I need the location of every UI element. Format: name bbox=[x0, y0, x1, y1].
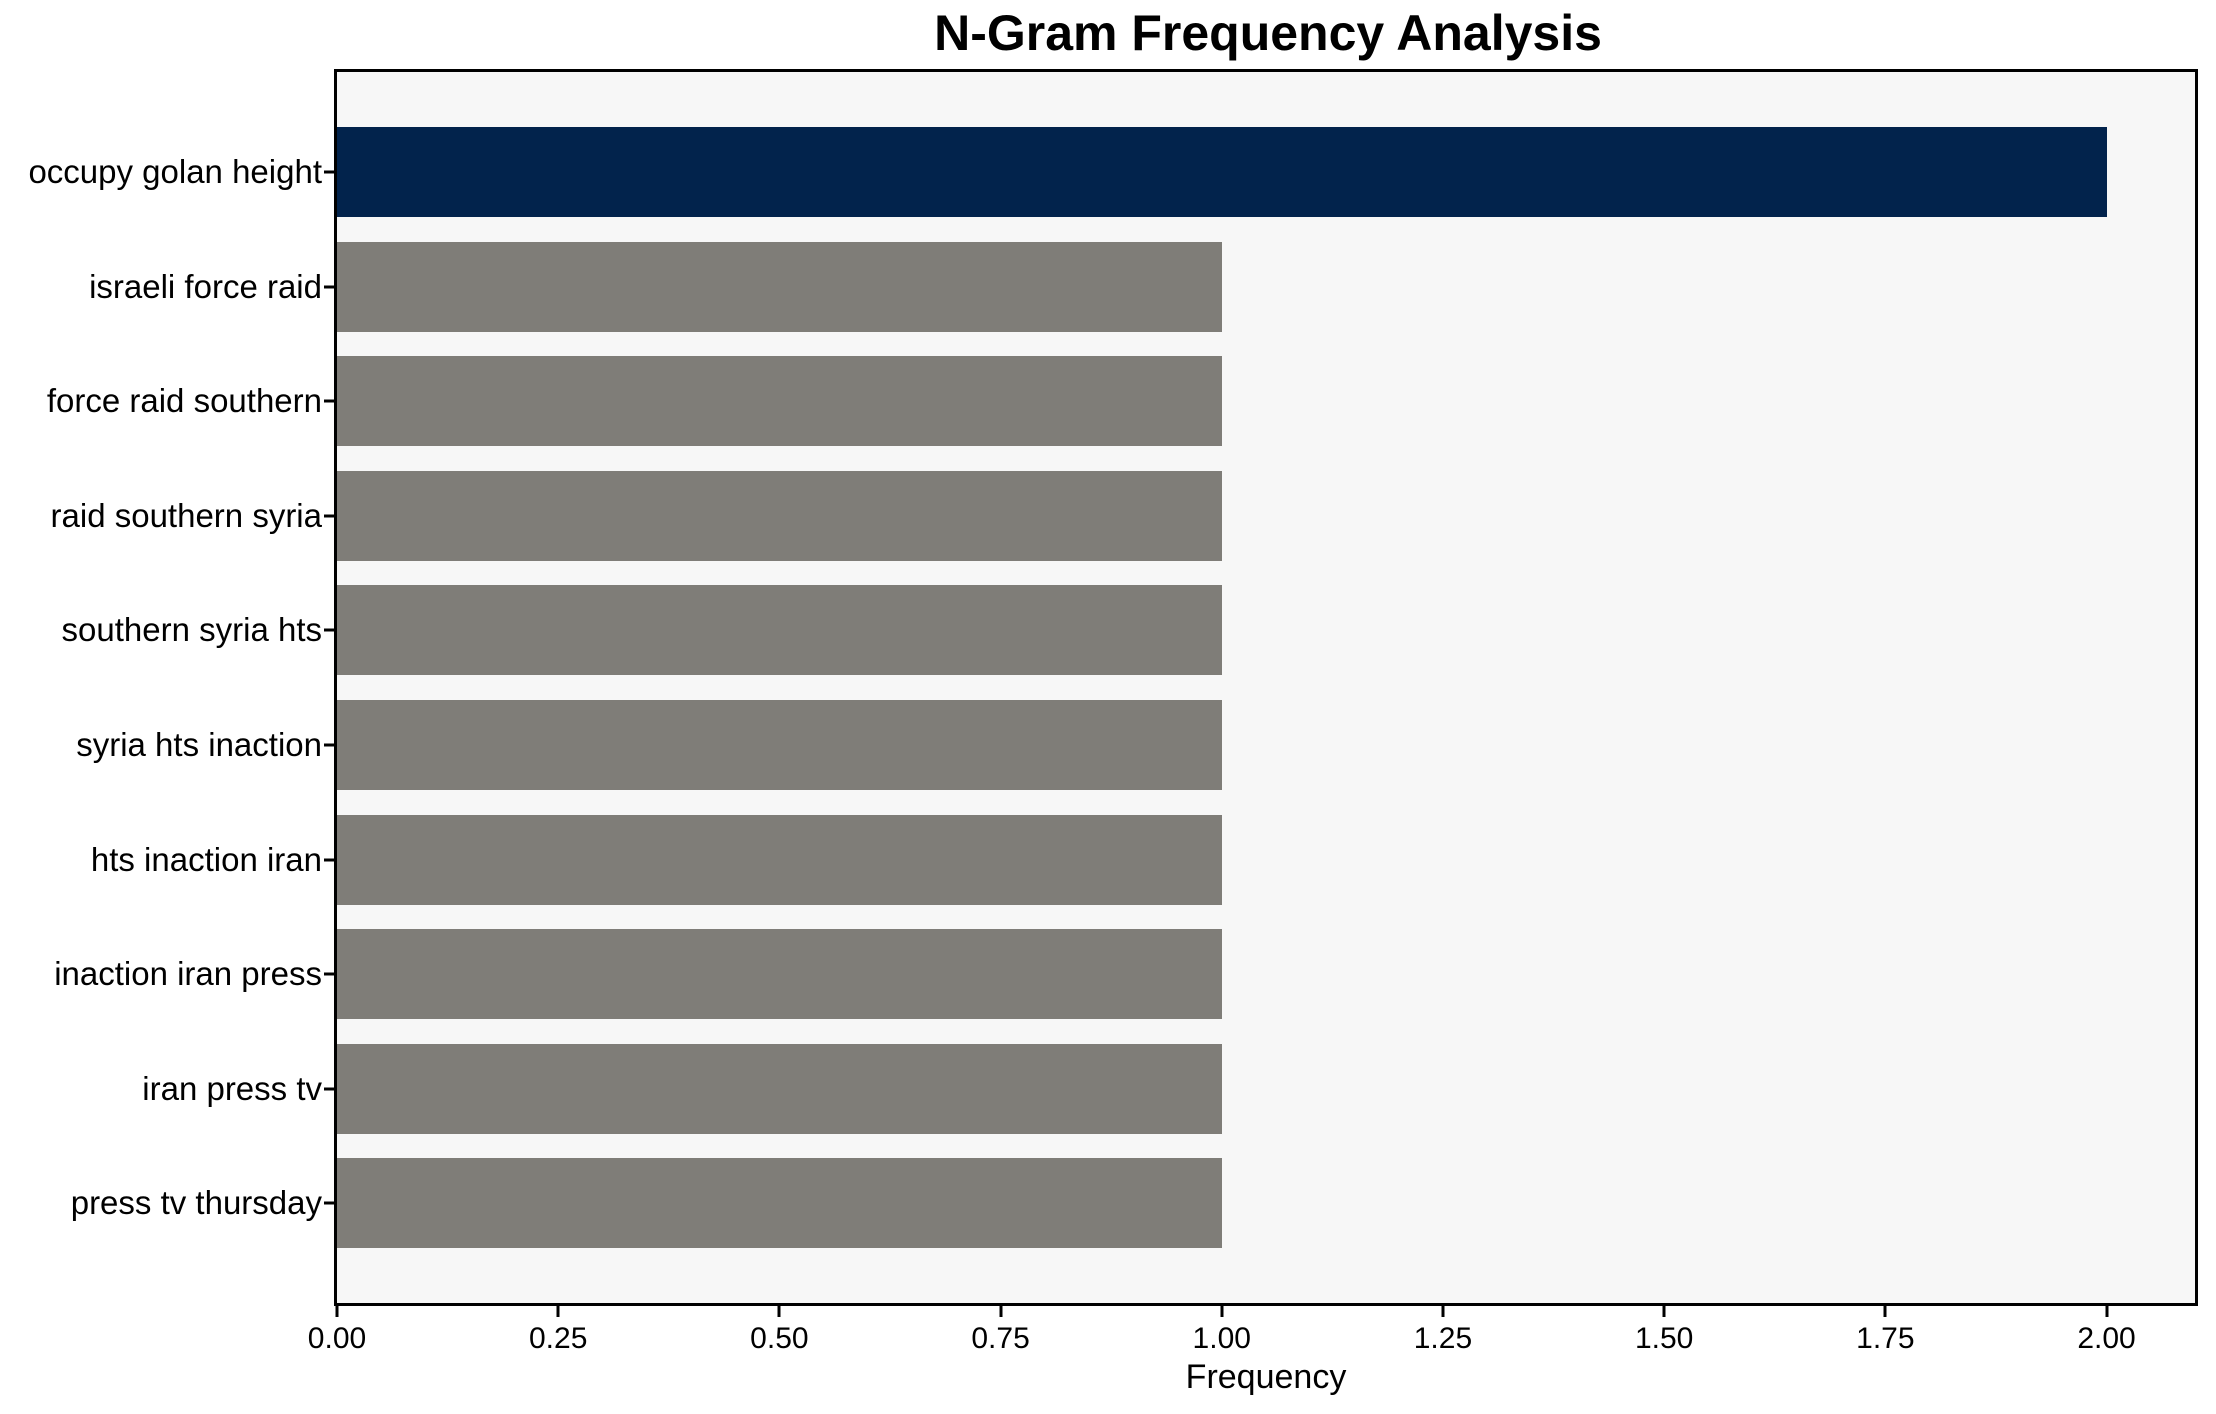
y-tick-mark bbox=[324, 399, 334, 403]
x-tick-mark bbox=[1662, 1306, 1666, 1317]
x-tick-mark bbox=[999, 1306, 1003, 1317]
bar bbox=[337, 241, 1222, 332]
y-tick-mark bbox=[324, 285, 334, 289]
bar bbox=[337, 929, 1222, 1020]
bar bbox=[337, 356, 1222, 447]
y-tick-label: press tv thursday bbox=[70, 1184, 322, 1222]
y-tick-label: occupy golan height bbox=[28, 153, 322, 190]
y-tick-mark bbox=[324, 628, 334, 632]
y-tick-mark bbox=[324, 514, 334, 518]
bar bbox=[337, 1043, 1222, 1134]
x-tick-mark bbox=[2105, 1306, 2109, 1317]
x-tick-label: 1.00 bbox=[1192, 1322, 1251, 1355]
y-tick-label: iran press tv bbox=[142, 1069, 322, 1107]
y-tick-label: israeli force raid bbox=[89, 267, 322, 305]
y-tick-label: force raid southern bbox=[46, 382, 322, 420]
x-tick-mark bbox=[335, 1306, 339, 1317]
y-tick-mark bbox=[324, 972, 334, 976]
chart-title: N-Gram Frequency Analysis bbox=[934, 5, 1602, 61]
plot-area bbox=[334, 69, 2198, 1306]
x-axis-label: Frequency bbox=[1185, 1358, 1347, 1396]
y-tick-label: raid southern syria bbox=[50, 496, 322, 534]
x-tick-mark bbox=[556, 1306, 560, 1317]
x-tick-label: 2.00 bbox=[2077, 1322, 2136, 1355]
x-tick-mark bbox=[1220, 1306, 1224, 1317]
y-tick-label: inaction iran press bbox=[54, 955, 322, 993]
y-tick-mark bbox=[324, 1087, 334, 1091]
x-tick-mark bbox=[777, 1306, 781, 1317]
y-tick-mark bbox=[324, 858, 334, 862]
y-tick-mark bbox=[324, 1201, 334, 1205]
x-tick-label: 1.75 bbox=[1856, 1322, 1915, 1355]
y-tick-label: hts inaction iran bbox=[90, 840, 322, 878]
bar bbox=[337, 127, 2107, 217]
bar bbox=[337, 585, 1222, 676]
x-tick-label: 1.25 bbox=[1413, 1322, 1473, 1355]
x-tick-mark bbox=[1441, 1306, 1445, 1317]
y-tick-mark bbox=[324, 170, 334, 174]
x-tick-label: 0.25 bbox=[528, 1322, 588, 1355]
x-tick-label: 0.75 bbox=[971, 1322, 1030, 1355]
bar bbox=[337, 1158, 1222, 1249]
bar bbox=[337, 470, 1222, 561]
x-tick-mark bbox=[1883, 1306, 1887, 1317]
y-tick-mark bbox=[324, 743, 334, 747]
bar bbox=[337, 814, 1222, 905]
x-tick-label: 1.50 bbox=[1634, 1322, 1694, 1355]
x-tick-label: 0.00 bbox=[307, 1322, 367, 1355]
y-tick-label: southern syria hts bbox=[61, 611, 322, 649]
y-tick-label: syria hts inaction bbox=[76, 726, 322, 763]
bar bbox=[337, 700, 1222, 790]
x-tick-label: 0.50 bbox=[750, 1322, 809, 1355]
